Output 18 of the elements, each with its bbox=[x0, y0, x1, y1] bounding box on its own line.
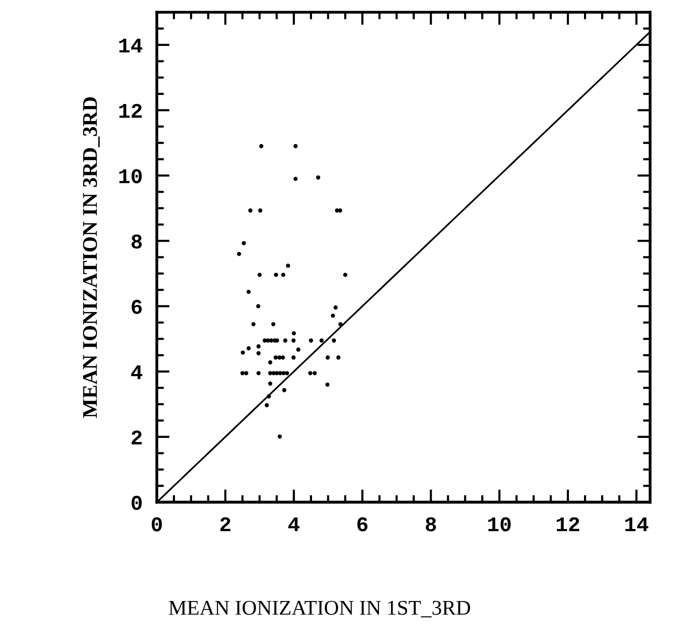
y-tick-label: 8 bbox=[132, 234, 142, 249]
x-tick-label: 0 bbox=[152, 517, 162, 532]
y-tick-label: 10 bbox=[119, 169, 142, 184]
x-axis-title: MEAN IONIZATION IN 1ST_3RD bbox=[168, 600, 470, 618]
x-tick-label: 10 bbox=[488, 517, 511, 532]
y-tick-label: 6 bbox=[132, 300, 142, 314]
x-tick-label: 8 bbox=[426, 517, 436, 532]
x-tick-label: 2 bbox=[220, 517, 230, 532]
y-tick-label: 14 bbox=[119, 38, 142, 52]
y-tick-label: 4 bbox=[131, 365, 142, 380]
y-tick-label: 2 bbox=[132, 430, 142, 444]
y-tick-label: 0 bbox=[132, 496, 142, 510]
y-tick-label: 12 bbox=[119, 104, 142, 118]
x-tick-label: 6 bbox=[357, 517, 368, 532]
x-tick-label: 4 bbox=[288, 517, 300, 532]
x-tick-label: 12 bbox=[556, 517, 580, 532]
x-tick-label: 14 bbox=[625, 517, 648, 532]
y-axis-title: MEAN IONIZATION IN 3RD_3RD bbox=[83, 97, 100, 418]
